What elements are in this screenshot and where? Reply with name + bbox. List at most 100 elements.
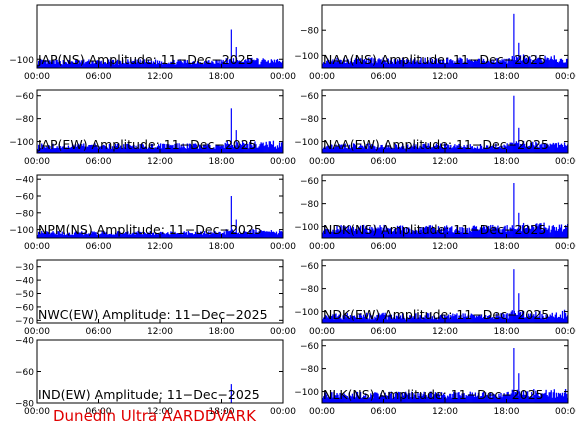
- signal-bar: [543, 60, 545, 68]
- signal-bar: [451, 226, 453, 238]
- signal-bar: [228, 144, 230, 153]
- signal-bar: [516, 314, 519, 323]
- signal-bar: [465, 230, 467, 238]
- x-tick-label: 06:00: [371, 157, 397, 167]
- signal-bar: [468, 59, 470, 68]
- signal-bar: [214, 148, 216, 153]
- signal-bar: [376, 392, 378, 403]
- signal-bar: [529, 56, 531, 68]
- signal-bar: [108, 233, 111, 238]
- signal-bar: [52, 231, 54, 238]
- signal-bar: [383, 147, 385, 153]
- signal-bar: [414, 394, 416, 403]
- signal-bar: [325, 147, 327, 153]
- signal-bar: [475, 226, 478, 238]
- signal-bar: [438, 395, 441, 403]
- signal-bar: [479, 227, 482, 238]
- signal-bar: [128, 144, 130, 153]
- signal-bar: [66, 233, 69, 238]
- signal-bar: [448, 62, 450, 68]
- signal-bar: [123, 62, 125, 68]
- signal-bar: [271, 60, 274, 68]
- signal-bar: [407, 232, 409, 238]
- signal-bar: [414, 313, 416, 323]
- signal-bar: [524, 317, 527, 323]
- signal-bar: [419, 227, 421, 238]
- signal-bar: [388, 391, 390, 403]
- signal-bar: [345, 147, 347, 153]
- signal-bar: [531, 392, 533, 403]
- x-tick-label: 18:00: [209, 242, 235, 252]
- signal-bar: [416, 230, 418, 238]
- signal-bar: [184, 60, 186, 68]
- signal-bar: [450, 393, 452, 403]
- signal-bar: [361, 145, 364, 153]
- signal-bar: [225, 144, 227, 153]
- signal-bar: [88, 233, 90, 238]
- signal-bar: [528, 313, 530, 323]
- signal-bar: [202, 148, 204, 153]
- signal-bar: [467, 314, 469, 323]
- signal-bar: [192, 61, 195, 68]
- signal-bar: [405, 391, 407, 403]
- signal-bar: [483, 60, 486, 68]
- signal-bar: [99, 61, 101, 68]
- signal-bar: [379, 225, 381, 238]
- signal-bar: [217, 62, 219, 68]
- signal-bar: [238, 145, 241, 153]
- signal-bar: [519, 312, 522, 323]
- signal-bar: [105, 231, 107, 238]
- signal-bar: [390, 229, 392, 238]
- signal-bar: [244, 60, 246, 68]
- x-tick-label: 00:00: [555, 72, 576, 82]
- panel-title: NPM(NS) Amplitude: 11−Dec−2025: [38, 222, 262, 237]
- signal-bar: [217, 234, 219, 238]
- signal-bar: [541, 143, 543, 153]
- signal-bar: [540, 318, 542, 323]
- signal-bar: [49, 234, 51, 238]
- signal-bar: [347, 225, 349, 238]
- signal-bar: [258, 146, 260, 153]
- signal-bar: [491, 59, 493, 68]
- signal-bar: [103, 231, 105, 238]
- signal-bar: [376, 315, 378, 323]
- signal-bar: [221, 233, 223, 238]
- signal-bar: [258, 231, 260, 238]
- signal-bar: [487, 228, 489, 238]
- signal-bar: [253, 229, 255, 238]
- signal-bar: [544, 319, 546, 323]
- signal-bar: [460, 146, 462, 153]
- signal-bar: [516, 143, 519, 153]
- signal-bar: [124, 147, 126, 153]
- signal-bar: [342, 61, 344, 68]
- signal-bar: [82, 145, 84, 153]
- signal-bar: [70, 61, 73, 68]
- signal-bar: [85, 147, 87, 153]
- signal-bar: [354, 145, 357, 153]
- signal-bar: [335, 62, 337, 68]
- panel-title: IND(EW) Amplitude: 11−Dec−2025: [38, 387, 260, 402]
- signal-bar: [177, 147, 179, 153]
- signal-bar: [547, 316, 549, 323]
- signal-bar: [330, 60, 332, 68]
- signal-bar: [408, 148, 410, 153]
- signal-bar: [351, 147, 354, 153]
- signal-bar: [140, 232, 142, 238]
- signal-bar: [482, 391, 485, 403]
- signal-bar: [398, 392, 401, 403]
- signal-bar: [375, 148, 377, 153]
- signal-bar: [495, 316, 497, 323]
- signal-bar: [364, 228, 366, 238]
- signal-bar: [127, 143, 129, 153]
- signal-bar: [239, 143, 242, 153]
- signal-bar: [431, 397, 433, 403]
- y-tick-label: −80: [300, 365, 319, 375]
- signal-bar: [368, 319, 370, 323]
- signal-bar: [373, 230, 375, 238]
- signal-bar: [174, 64, 176, 68]
- signal-bar: [131, 146, 133, 153]
- signal-bar: [330, 315, 332, 323]
- signal-bar: [347, 147, 349, 153]
- signal-bar: [522, 310, 525, 323]
- signal-bar: [474, 317, 477, 323]
